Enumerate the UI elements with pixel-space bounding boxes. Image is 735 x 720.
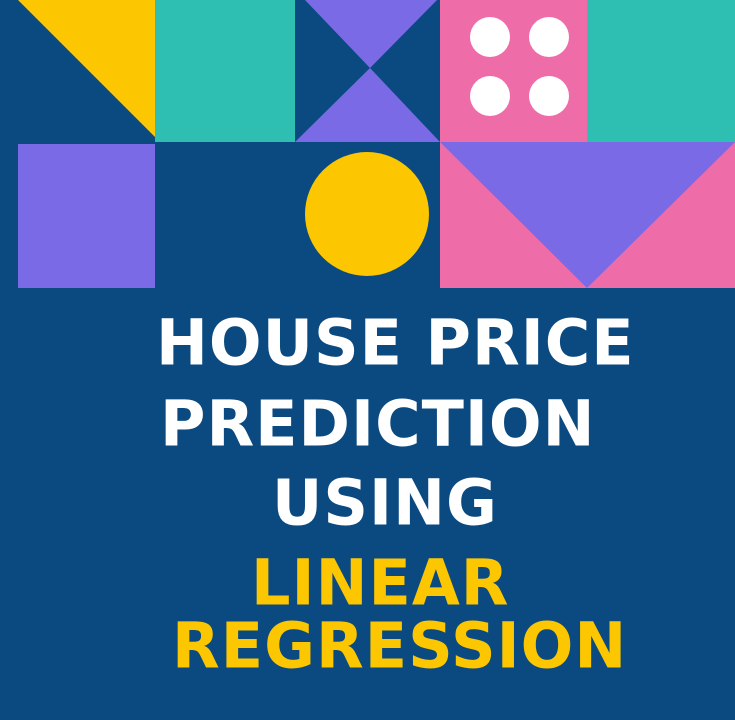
dice-dot-icon — [470, 76, 510, 116]
purple-top-triangle — [305, 0, 437, 68]
teal-square — [155, 0, 295, 142]
purple-bottom-triangle — [295, 68, 440, 142]
title-line-5: REGRESSION — [172, 608, 628, 683]
purple-square — [18, 144, 155, 288]
title-line-1: HOUSE PRICE — [156, 305, 635, 380]
teal-square-right — [587, 0, 735, 142]
dice-dot-icon — [470, 17, 510, 57]
dice-dot-icon — [529, 17, 569, 57]
yellow-circle — [305, 152, 429, 276]
title-line-2: PREDICTION — [160, 386, 596, 461]
dice-dot-icon — [529, 76, 569, 116]
yellow-triangle — [18, 0, 155, 137]
title-line-3: USING — [272, 465, 498, 540]
purple-inverted-triangle — [440, 142, 735, 288]
title-line-4: LINEAR — [251, 545, 510, 620]
